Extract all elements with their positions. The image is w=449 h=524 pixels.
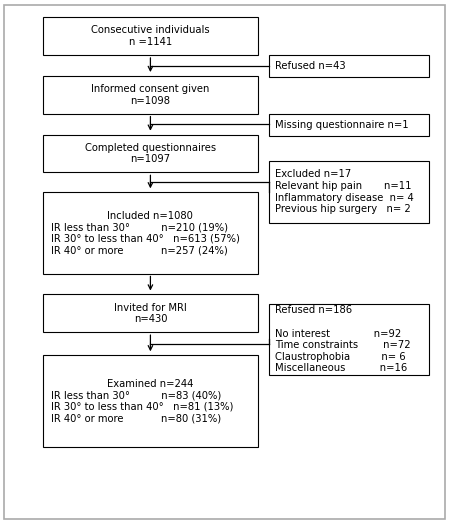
FancyBboxPatch shape: [269, 304, 429, 375]
Text: Inflammatory disease  n= 4: Inflammatory disease n= 4: [275, 192, 414, 203]
Text: Examined n=244: Examined n=244: [107, 379, 194, 389]
Text: Excluded n=17: Excluded n=17: [275, 169, 351, 180]
FancyBboxPatch shape: [269, 55, 429, 77]
Text: Refused n=186: Refused n=186: [275, 305, 352, 315]
FancyBboxPatch shape: [43, 294, 258, 332]
Text: Informed consent given: Informed consent given: [91, 84, 210, 94]
FancyBboxPatch shape: [43, 192, 258, 274]
Text: Previous hip surgery   n= 2: Previous hip surgery n= 2: [275, 204, 410, 214]
Text: Relevant hip pain       n=11: Relevant hip pain n=11: [275, 181, 411, 191]
Text: IR less than 30°          n=210 (19%): IR less than 30° n=210 (19%): [51, 222, 228, 232]
Text: Claustrophobia          n= 6: Claustrophobia n= 6: [275, 352, 405, 362]
Text: IR less than 30°          n=83 (40%): IR less than 30° n=83 (40%): [51, 390, 221, 400]
Text: n=1097: n=1097: [130, 154, 171, 165]
Text: IR 40° or more            n=80 (31%): IR 40° or more n=80 (31%): [51, 413, 221, 423]
Text: Time constraints        n=72: Time constraints n=72: [275, 340, 410, 350]
FancyBboxPatch shape: [43, 135, 258, 172]
Text: No interest              n=92: No interest n=92: [275, 329, 401, 339]
Text: Completed questionnaires: Completed questionnaires: [85, 143, 216, 153]
Text: IR 40° or more            n=257 (24%): IR 40° or more n=257 (24%): [51, 245, 228, 255]
FancyBboxPatch shape: [43, 17, 258, 55]
FancyBboxPatch shape: [43, 76, 258, 114]
FancyBboxPatch shape: [269, 161, 429, 223]
FancyBboxPatch shape: [43, 355, 258, 447]
Text: IR 30° to less than 40°   n=613 (57%): IR 30° to less than 40° n=613 (57%): [51, 234, 240, 244]
Text: Miscellaneous           n=16: Miscellaneous n=16: [275, 363, 407, 373]
Text: Missing questionnaire n=1: Missing questionnaire n=1: [275, 119, 409, 130]
Text: Included n=1080: Included n=1080: [107, 211, 194, 221]
Text: Refused n=43: Refused n=43: [275, 61, 345, 71]
Text: n =1141: n =1141: [129, 37, 172, 47]
Text: n=1098: n=1098: [130, 95, 171, 106]
Text: IR 30° to less than 40°   n=81 (13%): IR 30° to less than 40° n=81 (13%): [51, 402, 233, 412]
Text: Invited for MRI: Invited for MRI: [114, 302, 187, 313]
Text: Consecutive individuals: Consecutive individuals: [91, 25, 210, 36]
Text: n=430: n=430: [134, 314, 167, 324]
FancyBboxPatch shape: [269, 114, 429, 136]
